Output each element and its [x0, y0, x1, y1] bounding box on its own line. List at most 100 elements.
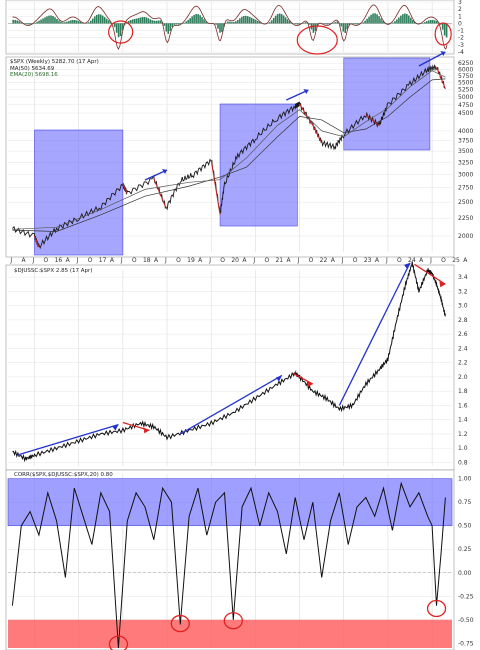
x-tick-label: 17: [99, 257, 107, 264]
spx-ema20-line: [12, 70, 446, 230]
macd-hist-bar: [378, 16, 380, 24]
macd-hist-bar: [165, 23, 168, 32]
macd-hist-bar: [197, 14, 199, 24]
panel-macd-bg: [5, 0, 455, 55]
macd-hist-bar: [115, 23, 118, 33]
ratio-arrow-head: [306, 381, 313, 388]
macd-hist-bar: [99, 14, 102, 24]
macd-hist-bar: [336, 21, 339, 24]
macd-hist-bar: [282, 15, 285, 24]
macd-hist-bar: [296, 23, 299, 25]
macd-hist-bar: [342, 23, 345, 32]
y-tick-label: 2.0: [458, 374, 468, 381]
macd-hist-bar: [374, 13, 376, 24]
y-tick-label: 0.8: [458, 459, 468, 466]
corr-low-band: [8, 619, 452, 648]
macd-hist-bar: [20, 22, 22, 24]
corr-header: CORR($SPX,$DJUSSC:$SPX,20) 0.80: [14, 472, 113, 478]
macd-hist-bar: [193, 14, 195, 24]
y-tick-label: 3: [458, 0, 462, 6]
macd-hist-bar: [408, 15, 410, 24]
macd-hist-bar: [425, 21, 428, 24]
macd-hist-bar: [270, 20, 273, 24]
y-tick-label: 3250: [458, 159, 473, 166]
x-tick-label: J: [164, 257, 167, 264]
macd-hist-bar: [46, 16, 48, 24]
macd-hist-bar: [364, 20, 366, 24]
macd-hist-bar: [18, 21, 20, 24]
macd-hist-bar: [231, 21, 233, 24]
y-tick-label: 3.4: [458, 274, 468, 281]
spx-shaded-period: [34, 129, 124, 256]
macd-hist-bar: [368, 16, 370, 24]
macd-hist-bar: [278, 13, 281, 24]
spx-ma50-line: [12, 78, 446, 232]
macd-hist-bar: [149, 19, 152, 24]
macd-hist-bar: [346, 23, 349, 30]
ratio-arrow-head: [275, 375, 282, 382]
macd-hist-bar: [78, 21, 80, 24]
x-tick-label: A: [110, 257, 115, 264]
x-tick-label: 25: [452, 257, 460, 264]
macd-hist-bar: [72, 19, 74, 24]
y-tick-label: 2750: [458, 185, 473, 192]
macd-hist-bar: [372, 13, 374, 24]
macd-hist-bar: [95, 14, 98, 24]
spx-arrow-head: [440, 51, 446, 56]
y-tick-label: 2.8: [458, 317, 468, 324]
spx-down-segment: [122, 184, 128, 194]
macd-hist-bar: [219, 23, 221, 33]
macd-hist-bar: [82, 22, 84, 24]
x-tick-label: 22: [320, 257, 328, 264]
macd-hist-bar: [34, 22, 36, 24]
macd-hist-bar: [28, 23, 30, 25]
x-tick-label: O: [44, 257, 49, 264]
macd-hist-bar: [64, 22, 66, 24]
macd-hist-bar: [199, 15, 201, 24]
macd-hist-bar: [227, 21, 229, 24]
spx-arrow-head: [162, 169, 168, 174]
y-tick-label: 1.2: [458, 431, 468, 438]
spx-header: $SPX (Weekly) 5282.70 (17 Apr): [10, 59, 99, 65]
macd-highlight-circle: [296, 25, 338, 55]
macd-hist-bar: [412, 20, 414, 24]
macd-hist-bar: [171, 23, 174, 27]
macd-hist-bar: [157, 20, 160, 24]
macd-hist-bar: [396, 19, 398, 24]
macd-hist-bar: [392, 22, 394, 24]
macd-hist-bar: [247, 16, 249, 24]
x-tick-label: 23: [364, 257, 372, 264]
corr-highlight-circle: [426, 599, 447, 618]
macd-hist-bar: [137, 18, 140, 24]
x-tick-label: O: [132, 257, 137, 264]
macd-hist-bar: [256, 20, 259, 24]
spx-down-segment: [153, 178, 167, 209]
macd-hist-bar: [36, 21, 38, 24]
macd-hist-bar: [248, 16, 251, 24]
y-tick-label: 2.6: [458, 331, 468, 338]
y-tick-label: 4000: [458, 128, 473, 135]
macd-hist-bar: [103, 17, 106, 24]
macd-hist-bar: [107, 20, 110, 24]
spx-shaded-period: [219, 103, 298, 227]
macd-hist-bar: [324, 23, 327, 25]
macd-hist-bar: [58, 20, 60, 24]
macd-hist-bar: [221, 23, 223, 32]
y-tick-label: 0.75: [458, 499, 472, 506]
ratio-up-arrow: [179, 374, 283, 435]
macd-hist-bar: [316, 23, 319, 27]
macd-hist-bar: [370, 14, 372, 24]
macd-hist-bar: [382, 20, 384, 24]
macd-hist-bar: [340, 23, 343, 27]
macd-hist-bar: [40, 19, 42, 24]
x-tick-label: O: [441, 257, 446, 264]
macd-hist-bar: [435, 21, 438, 24]
macd-hist-bar: [433, 20, 436, 24]
spx-legend-ema: EMA(20) 5698.16: [10, 72, 58, 78]
x-tick-label: J: [252, 257, 255, 264]
macd-hist-bar: [153, 20, 156, 24]
macd-hist-bar: [294, 23, 297, 25]
x-tick-label: 24: [408, 257, 416, 264]
y-tick-label: 1.4: [458, 417, 468, 424]
y-tick-label: -1: [458, 28, 464, 35]
